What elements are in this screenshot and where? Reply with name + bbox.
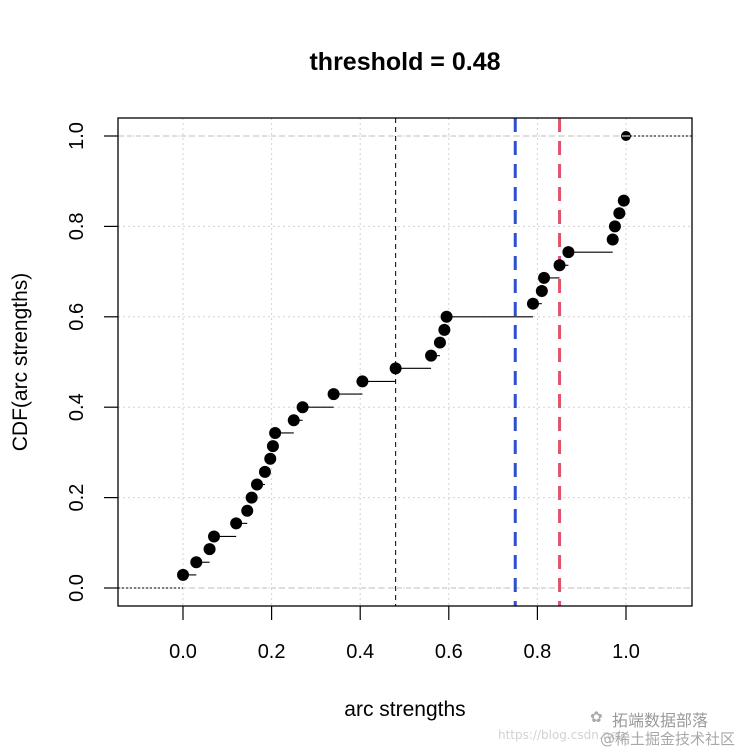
data-point [241, 504, 254, 517]
data-point [433, 336, 446, 349]
threshold-lines [395, 118, 562, 606]
data-point [613, 207, 626, 220]
x-tick-label: 0.2 [258, 641, 286, 663]
data-point [440, 310, 453, 323]
x-axis-label: arc strengths [344, 698, 465, 721]
grid-lines [118, 118, 692, 606]
data-point [535, 285, 548, 298]
y-tick-label: 0.0 [66, 574, 88, 602]
x-tick-label: 0.6 [435, 641, 463, 663]
data-point [208, 530, 221, 543]
data-point [230, 517, 243, 530]
data-point [245, 491, 258, 504]
data-point [258, 465, 271, 478]
data-point [296, 401, 309, 414]
data-point [606, 233, 619, 246]
x-tick-label: 0.0 [169, 641, 197, 663]
chart-title: threshold = 0.48 [309, 48, 500, 76]
plot-frame [117, 117, 693, 607]
data-point [526, 297, 539, 310]
y-tick-label: 0.6 [66, 303, 88, 331]
cdf-steps [118, 135, 692, 589]
data-point [266, 440, 279, 453]
data-point [269, 426, 282, 439]
data-point [425, 349, 438, 362]
y-tick-label: 0.8 [66, 212, 88, 240]
x-tick-label: 1.0 [612, 641, 640, 663]
data-point [203, 543, 216, 556]
data-point [553, 259, 566, 272]
watermark-brand: 拓端数据部落 [612, 711, 709, 730]
data-point [287, 414, 300, 427]
watermark-sub: @稀土掘金技术社区 [600, 730, 736, 748]
data-point [389, 362, 402, 375]
data-point [356, 375, 369, 388]
y-tick-label: 1.0 [66, 122, 88, 150]
data-point [327, 388, 340, 401]
data-point [617, 194, 630, 207]
data-point [562, 246, 575, 259]
data-point [538, 271, 551, 284]
y-axis: 0.0 0.2 0.4 0.6 0.8 1.0 [66, 122, 118, 602]
y-tick-label: 0.4 [66, 393, 88, 421]
watermark-url: https://blog.csdn.net [498, 728, 623, 742]
x-tick-label: 0.4 [346, 641, 374, 663]
data-point [250, 478, 263, 491]
x-axis: 0.0 0.2 0.4 0.6 0.8 1.0 [169, 606, 640, 663]
data-point [264, 452, 277, 465]
data-point [438, 323, 451, 336]
y-axis-label: CDF(arc strengths) [9, 273, 32, 452]
data-points [177, 131, 631, 581]
x-tick-label: 0.8 [523, 641, 551, 663]
data-point [177, 568, 189, 581]
data-point [608, 220, 621, 233]
wechat-icon: ✿ [590, 708, 603, 726]
y-tick-label: 0.2 [66, 484, 88, 512]
reference-lines [118, 135, 692, 589]
data-point [190, 556, 203, 569]
